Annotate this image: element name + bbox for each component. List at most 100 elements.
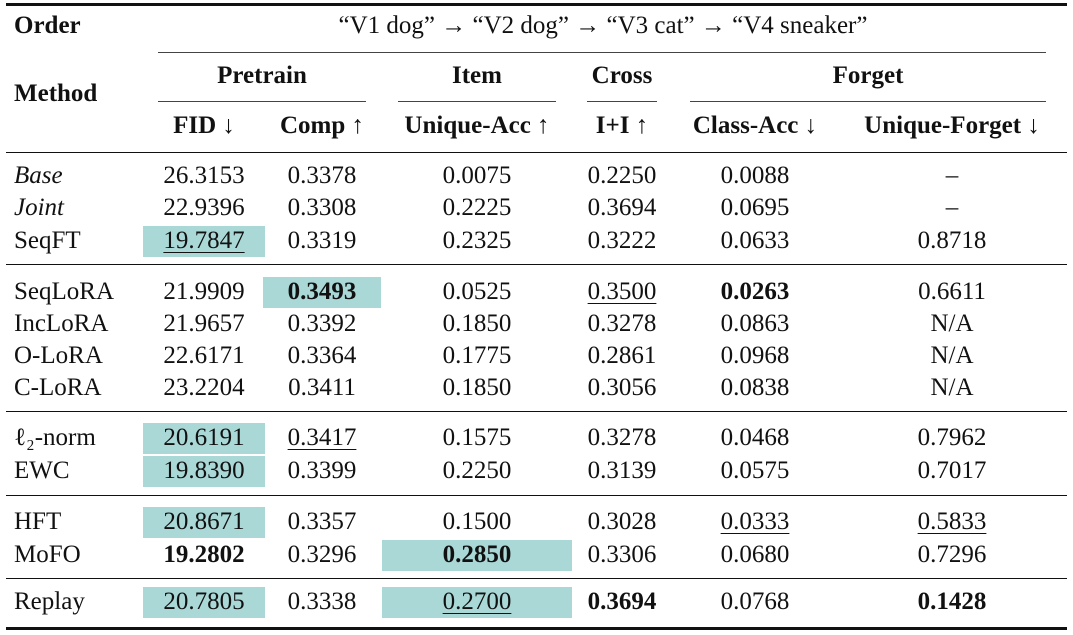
table-cell: 0.3493	[287, 278, 357, 305]
group-pretrain: Pretrain	[217, 62, 307, 89]
method-name: O-LoRA	[14, 342, 103, 369]
table-cell: 0.1575	[442, 424, 512, 451]
method-name: ℓ₂-norm	[14, 424, 96, 451]
table-cell: 0.5833	[917, 508, 987, 535]
group-rule-3	[6, 495, 1067, 497]
group-forget: Forget	[832, 62, 904, 89]
table-cell: 0.3417	[287, 424, 357, 451]
group-cross: Cross	[591, 62, 653, 89]
table-cell: 26.3153	[163, 162, 245, 189]
best-highlight	[263, 277, 381, 308]
table-cell: 20.7805	[163, 588, 245, 615]
method-name: HFT	[14, 508, 62, 535]
best-highlight	[143, 587, 265, 618]
table-cell: 0.0088	[720, 162, 790, 189]
group-item: Item	[452, 62, 502, 89]
bottom-rule	[6, 627, 1067, 630]
table-cell: 22.9396	[163, 194, 245, 221]
header-rule	[6, 152, 1067, 154]
table-cell: 0.3296	[287, 541, 357, 568]
forget-rule	[690, 101, 1046, 103]
table-cell: 0.3411	[288, 374, 356, 401]
table-cell: 0.3056	[587, 374, 657, 401]
method-name: Replay	[14, 588, 85, 615]
table-cell: N/A	[930, 374, 974, 401]
table-cell: 0.2850	[442, 541, 512, 568]
table-cell: 0.3392	[287, 310, 357, 337]
method-name: IncLoRA	[14, 310, 109, 337]
table-cell: 0.0768	[720, 588, 790, 615]
table-cell: 0.1850	[442, 310, 512, 337]
order-header: Order	[14, 12, 81, 39]
table-cell: 0.3399	[287, 457, 357, 484]
group-rule-1	[6, 264, 1067, 266]
table-cell: 0.3278	[587, 424, 657, 451]
method-name: MoFO	[14, 541, 81, 568]
table-cell: 23.2204	[163, 374, 245, 401]
method-name: Joint	[14, 194, 64, 221]
column-header: FID ↓	[173, 112, 235, 139]
table-cell: 20.8671	[163, 508, 245, 535]
method-name: EWC	[14, 457, 70, 484]
table-cell: 0.0680	[720, 541, 790, 568]
table-cell: 0.3357	[287, 508, 357, 535]
table-cell: 0.1428	[917, 588, 987, 615]
table-cell: 0.8718	[917, 227, 987, 254]
column-header: I+I ↑	[595, 112, 649, 139]
table-cell: 0.0838	[720, 374, 790, 401]
best-highlight	[143, 226, 265, 257]
table-cell: 0.3500	[587, 278, 657, 305]
table-cell: 0.3139	[587, 457, 657, 484]
table-cell: 0.6611	[918, 278, 986, 305]
table-cell: 0.3338	[287, 588, 357, 615]
table-cell: 0.3364	[287, 342, 357, 369]
table-cell: 0.2700	[442, 588, 512, 615]
table-cell: 0.3278	[587, 310, 657, 337]
column-header: Class-Acc ↓	[692, 112, 818, 139]
best-highlight	[143, 507, 265, 538]
table-cell: 0.0633	[720, 227, 790, 254]
table-cell: 0.3694	[587, 588, 657, 615]
table-cell: 0.2250	[442, 457, 512, 484]
table-cell: 0.7962	[917, 424, 987, 451]
table-cell: 0.1775	[442, 342, 512, 369]
table-cell: 0.2225	[442, 194, 512, 221]
table-cell: 0.3378	[287, 162, 357, 189]
best-highlight	[143, 456, 265, 487]
table-cell: 21.9909	[163, 278, 245, 305]
cross-rule	[587, 101, 657, 103]
table-cell: 0.2861	[587, 342, 657, 369]
table-cell: N/A	[930, 342, 974, 369]
method-name: Base	[14, 162, 63, 189]
table-cell: 0.0075	[442, 162, 512, 189]
best-highlight	[143, 423, 265, 454]
column-header: Unique-Forget ↓	[864, 112, 1040, 139]
table-cell: 22.6171	[163, 342, 245, 369]
sequence-rule	[158, 52, 1046, 54]
item-rule	[398, 101, 556, 103]
table-cell: 21.9657	[163, 310, 245, 337]
table-cell: 20.6191	[163, 424, 245, 451]
method-name: SeqFT	[14, 227, 81, 254]
table-cell: 0.0695	[720, 194, 790, 221]
table-cell: 0.1850	[442, 374, 512, 401]
table-cell: 19.7847	[163, 227, 245, 254]
table-cell: N/A	[930, 310, 974, 337]
table-cell: 0.3308	[287, 194, 357, 221]
table-cell: 0.3694	[587, 194, 657, 221]
column-header: Comp ↑	[279, 112, 365, 139]
table-cell: 0.1500	[442, 508, 512, 535]
table-cell: 0.2325	[442, 227, 512, 254]
table-cell: 0.7296	[917, 541, 987, 568]
table-cell: 0.0525	[442, 278, 512, 305]
group-rule-2	[6, 411, 1067, 413]
top-rule	[6, 3, 1067, 6]
group-rule-4	[6, 578, 1067, 580]
table-cell: 0.3028	[587, 508, 657, 535]
table-cell: 0.3222	[587, 227, 657, 254]
table-cell: 0.0263	[720, 278, 790, 305]
table-cell: 0.0468	[720, 424, 790, 451]
table-cell: –	[945, 194, 959, 221]
column-header: Unique-Acc ↑	[404, 112, 550, 139]
